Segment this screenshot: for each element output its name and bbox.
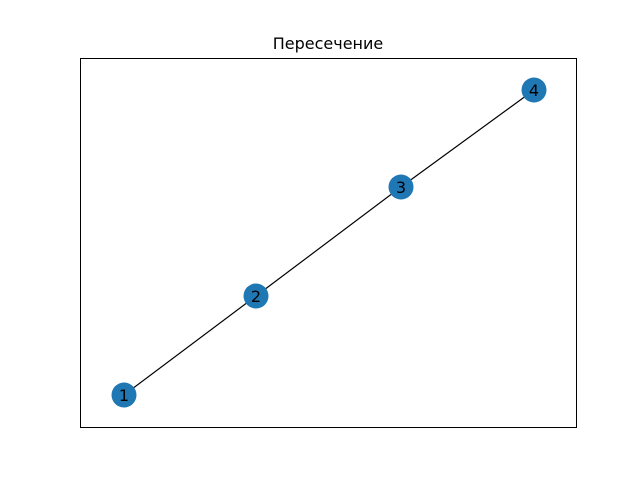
node-circle-1 — [111, 382, 137, 408]
edge-3-4 — [400, 89, 535, 188]
node-circle-3 — [388, 174, 414, 200]
edges-layer — [123, 89, 535, 396]
node-4: 4 — [521, 77, 547, 103]
node-3: 3 — [388, 174, 414, 200]
node-1: 1 — [111, 382, 137, 408]
node-circle-4 — [521, 77, 547, 103]
node-2: 2 — [243, 283, 269, 309]
node-circle-2 — [243, 283, 269, 309]
axes-frame — [80, 58, 577, 428]
edge-2-3 — [255, 186, 402, 297]
node-label-2: 2 — [251, 287, 261, 306]
node-label-3: 3 — [396, 178, 406, 197]
node-label-1: 1 — [119, 386, 129, 405]
chart-title: Пересечение — [273, 34, 384, 53]
nodes-layer: 1 2 3 4 — [111, 77, 547, 408]
node-label-4: 4 — [529, 81, 539, 100]
edge-1-2 — [123, 295, 257, 396]
